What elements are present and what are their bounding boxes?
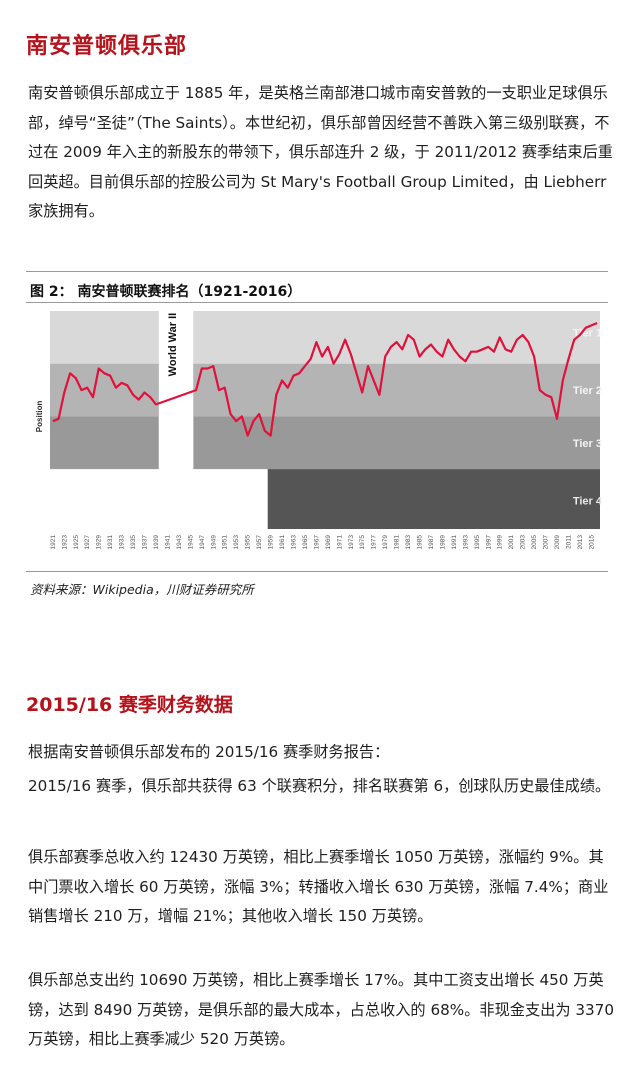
x-tick-label: 1931 bbox=[107, 535, 114, 550]
x-tick-label: 2013 bbox=[577, 535, 584, 550]
x-tick-label: 1945 bbox=[187, 535, 194, 550]
tier-label: Tier 2 bbox=[573, 385, 602, 397]
x-axis-ticks: 1921 1923 1925 1927 1929 1931 1933 1935 1937 1939… bbox=[50, 535, 596, 550]
x-tick-label: 1961 bbox=[279, 535, 286, 550]
x-tick-label: 1963 bbox=[290, 535, 297, 550]
figure-top-rule bbox=[26, 271, 608, 272]
x-tick-label: 1923 bbox=[61, 535, 68, 550]
league-position-chart: World War II Tier 1 Tier 2 Tier 3 Tier 4 19… bbox=[35, 311, 603, 550]
x-tick-label: 1983 bbox=[405, 535, 412, 550]
x-tick-label: 1947 bbox=[199, 535, 206, 550]
x-tick-label: 1973 bbox=[348, 535, 355, 550]
tier-labels: Tier 1 Tier 2 Tier 3 Tier 4 bbox=[573, 328, 603, 508]
y-axis-label: Position bbox=[35, 401, 44, 433]
x-tick-label: 1995 bbox=[474, 535, 481, 550]
tier-label: Tier 4 bbox=[573, 495, 603, 507]
tier3-band-prewar bbox=[50, 416, 159, 470]
x-tick-label: 1997 bbox=[485, 535, 492, 550]
x-tick-label: 1967 bbox=[313, 535, 320, 550]
x-tick-label: 1951 bbox=[222, 535, 229, 550]
x-tick-label: 1941 bbox=[164, 535, 171, 550]
x-tick-label: 1991 bbox=[451, 535, 458, 550]
x-tick-label: 1977 bbox=[371, 535, 378, 550]
x-tick-label: 1929 bbox=[96, 535, 103, 550]
tier3-band bbox=[193, 416, 600, 470]
tier4-band bbox=[267, 469, 600, 529]
section-title: 2015/16 赛季财务数据 bbox=[26, 694, 233, 716]
x-tick-label: 1939 bbox=[153, 535, 160, 550]
league-position-line bbox=[52, 321, 598, 437]
x-tick-label: 1975 bbox=[359, 535, 366, 550]
x-tick-label: 2005 bbox=[531, 535, 538, 550]
tier-label: Tier 3 bbox=[573, 438, 602, 450]
revenue-paragraph: 俱乐部赛季总收入约 12430 万英镑，相比上赛季增长 1050 万英镑，涨幅约… bbox=[28, 848, 609, 925]
figure-source: 资料来源：Wikipedia，川财证券研究所 bbox=[30, 582, 254, 597]
x-tick-label: 1927 bbox=[84, 535, 91, 550]
season-result-paragraph: 2015/16 赛季，俱乐部共获得 63 个联赛积分，排名联赛第 6，创球队历史… bbox=[28, 777, 611, 795]
x-tick-label: 2015 bbox=[588, 535, 595, 550]
x-tick-label: 1971 bbox=[336, 535, 343, 550]
x-tick-label: 1955 bbox=[245, 535, 252, 550]
tier-bands bbox=[50, 311, 600, 529]
x-tick-label: 1985 bbox=[417, 535, 424, 550]
figure-bottom-rule bbox=[26, 571, 608, 572]
finance-intro: 根据南安普顿俱乐部发布的 2015/16 赛季财务报告： bbox=[28, 743, 390, 761]
x-tick-label: 2011 bbox=[565, 535, 572, 549]
x-tick-label: 2003 bbox=[520, 535, 527, 550]
x-tick-label: 1935 bbox=[130, 535, 137, 550]
x-tick-label: 1953 bbox=[233, 535, 240, 550]
tier1-band bbox=[50, 311, 600, 364]
x-tick-label: 1943 bbox=[176, 535, 183, 550]
page-title: 南安普顿俱乐部 bbox=[26, 34, 188, 59]
x-tick-label: 1989 bbox=[439, 535, 446, 550]
figure-title: 图 2： 南安普顿联赛排名（1921-2016） bbox=[30, 284, 302, 300]
x-tick-label: 1921 bbox=[50, 535, 57, 550]
x-tick-label: 2009 bbox=[554, 535, 561, 550]
x-tick-label: 1993 bbox=[462, 535, 469, 550]
x-tick-label: 1949 bbox=[210, 535, 217, 550]
tier-label: Tier 1 bbox=[573, 328, 602, 340]
x-tick-label: 1987 bbox=[428, 535, 435, 550]
tier2-band bbox=[50, 363, 600, 417]
x-tick-label: 1925 bbox=[73, 535, 80, 550]
x-tick-label: 1959 bbox=[268, 535, 275, 550]
figure-title-rule bbox=[26, 302, 608, 303]
x-tick-label: 1999 bbox=[497, 535, 504, 550]
x-tick-label: 1981 bbox=[394, 535, 401, 550]
expense-paragraph: 俱乐部总支出约 10690 万英镑，相比上赛季增长 17%。其中工资支出增长 4… bbox=[28, 971, 614, 1048]
world-war-gap bbox=[158, 311, 194, 531]
x-tick-label: 1933 bbox=[119, 535, 126, 550]
x-tick-label: 1969 bbox=[325, 535, 332, 550]
x-tick-label: 2001 bbox=[508, 535, 515, 550]
x-tick-label: 1979 bbox=[382, 535, 389, 550]
x-tick-label: 1965 bbox=[302, 535, 309, 550]
x-tick-label: 2007 bbox=[543, 535, 550, 550]
x-tick-label: 1937 bbox=[142, 535, 149, 550]
x-tick-label: 1957 bbox=[256, 535, 263, 550]
intro-paragraph: 南安普顿俱乐部成立于 1885 年，是英格兰南部港口城市南安普敦的一支职业足球俱… bbox=[28, 84, 613, 220]
world-war-label: World War II bbox=[167, 313, 179, 377]
